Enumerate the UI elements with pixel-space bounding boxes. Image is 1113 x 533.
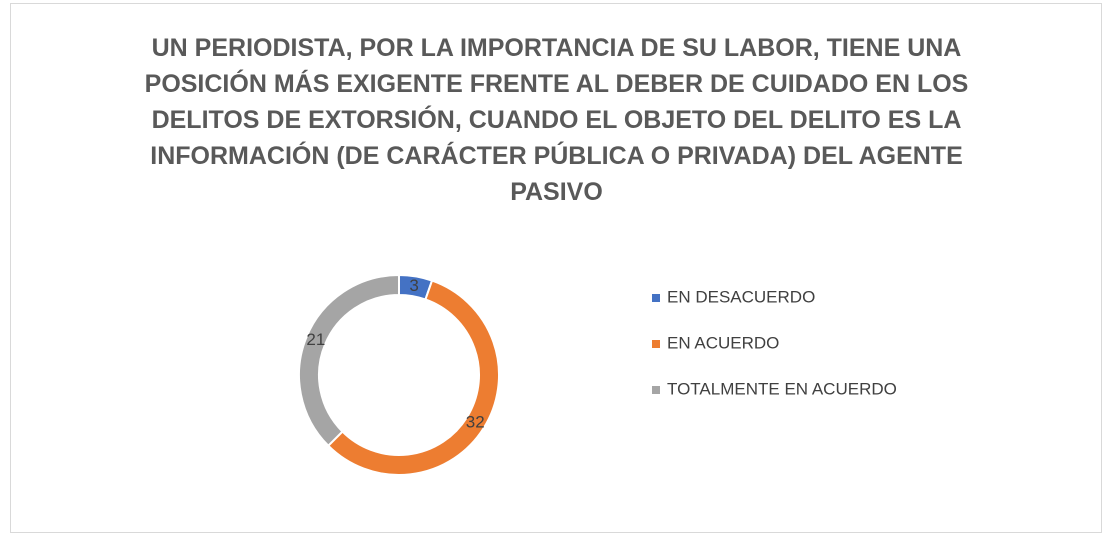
legend-label: EN DESACUERDO bbox=[667, 287, 815, 306]
data-label: 3 bbox=[409, 276, 418, 295]
slice bbox=[326, 279, 500, 476]
legend-swatch bbox=[652, 294, 660, 302]
legend-label: EN ACUERDO bbox=[667, 333, 779, 352]
legend-label: TOTALMENTE EN ACUERDO bbox=[667, 379, 897, 398]
slice bbox=[298, 273, 400, 448]
legend-swatch bbox=[652, 386, 660, 394]
legend-swatch bbox=[652, 340, 660, 348]
data-label: 21 bbox=[306, 330, 325, 349]
chart-title: UN PERIODISTA, POR LA IMPORTANCIA DE SU … bbox=[144, 34, 969, 206]
data-label: 32 bbox=[466, 412, 485, 431]
